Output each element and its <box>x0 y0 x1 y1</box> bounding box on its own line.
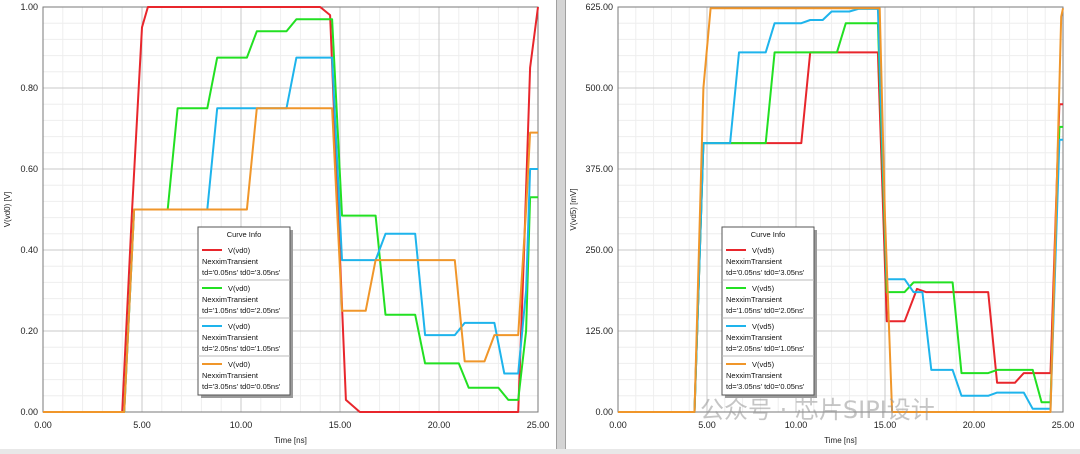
legend-series-params: td='0.05ns' td0='3.05ns' <box>726 268 805 277</box>
legend-series-name: V(vd0) <box>228 360 251 369</box>
legend-series-name: V(vd5) <box>752 360 775 369</box>
y-tick-label: 0.20 <box>20 326 38 336</box>
x-axis-label: Time [ns] <box>824 436 857 445</box>
y-tick-label: 0.00 <box>595 407 613 417</box>
panel-splitter[interactable] <box>556 0 566 449</box>
plot-panel-vd0: 0.00 5.00 10.00 15.00 20.00 25.00 0.00 0.20 0.40… <box>0 0 556 449</box>
x-tick-label: 10.00 <box>230 420 253 430</box>
x-tick-label: 20.00 <box>428 420 451 430</box>
legend-series-source: NexximTransient <box>726 333 783 342</box>
legend-series-name: V(vd0) <box>228 284 251 293</box>
legend-series-name: V(vd5) <box>752 284 775 293</box>
legend-series-name: V(vd5) <box>752 322 775 331</box>
chart-vd0[interactable]: 0.00 5.00 10.00 15.00 20.00 25.00 0.00 0.20 0.40… <box>0 0 556 449</box>
y-axis-label: V(vd5) [mV] <box>569 188 578 230</box>
x-tick-label: 0.00 <box>609 420 627 430</box>
legend-series-source: NexximTransient <box>726 257 783 266</box>
x-tick-label: 0.00 <box>34 420 52 430</box>
legend-title: Curve Info <box>751 230 786 239</box>
legend-series-source: NexximTransient <box>202 371 259 380</box>
y-tick-label: 125.00 <box>585 326 613 336</box>
y-tick-label: 500.00 <box>585 83 613 93</box>
series-line-4 <box>43 107 538 413</box>
watermark-text: 公众号 · 芯片SIPI设计 <box>700 396 935 424</box>
legend-series-params: td='2.05ns' td0='1.05ns' <box>726 344 805 353</box>
major-grid <box>617 6 1064 413</box>
y-tick-label: 375.00 <box>585 164 613 174</box>
chart-vd5[interactable]: 0.00 5.00 10.00 15.00 20.00 25.00 0.00 125.00 25… <box>566 0 1080 449</box>
legend-series-params: td='2.05ns' td0='1.05ns' <box>202 344 281 353</box>
legend-series-name: V(vd0) <box>228 246 251 255</box>
y-tick-label: 250.00 <box>585 245 613 255</box>
minor-grid <box>618 7 1063 412</box>
x-tick-label: 15.00 <box>329 420 352 430</box>
legend: Curve Info V(vd5) NexximTransient td='0.05n… <box>721 226 817 398</box>
x-tick-label: 5.00 <box>133 420 151 430</box>
y-tick-label: 1.00 <box>20 2 38 12</box>
legend-series-source: NexximTransient <box>726 295 783 304</box>
legend-series-source: NexximTransient <box>726 371 783 380</box>
legend-series-params: td='3.05ns' td0='0.05ns' <box>202 382 281 391</box>
series-group <box>618 7 1064 413</box>
legend: Curve Info V(vd0) NexximTransient td='0.05n… <box>197 226 293 398</box>
x-tick-label: 5.00 <box>698 420 716 430</box>
x-tick-label: 20.00 <box>963 420 986 430</box>
series-line-3 <box>618 7 1063 413</box>
series-line-1 <box>618 51 1063 413</box>
legend-series-source: NexximTransient <box>202 295 259 304</box>
y-tick-label: 0.00 <box>20 407 38 417</box>
plot-panel-vd5: 0.00 5.00 10.00 15.00 20.00 25.00 0.00 125.00 25… <box>566 0 1080 449</box>
x-tick-label: 25.00 <box>527 420 550 430</box>
legend-series-params: td='1.05ns' td0='2.05ns' <box>202 306 281 315</box>
y-tick-label: 0.60 <box>20 164 38 174</box>
x-tick-label: 10.00 <box>785 420 808 430</box>
x-tick-label: 15.00 <box>874 420 897 430</box>
series-line-2 <box>43 18 538 413</box>
legend-series-source: NexximTransient <box>202 257 259 266</box>
legend-series-name: V(vd5) <box>752 246 775 255</box>
series-line-4 <box>618 7 1064 413</box>
legend-series-source: NexximTransient <box>202 333 259 342</box>
legend-series-params: td='1.05ns' td0='2.05ns' <box>726 306 805 315</box>
legend-series-name: V(vd0) <box>228 322 251 331</box>
y-axis-label: V(vd0) [V] <box>3 192 12 228</box>
y-tick-label: 0.80 <box>20 83 38 93</box>
x-tick-label: 25.00 <box>1052 420 1075 430</box>
series-group <box>43 6 539 413</box>
plot-frame <box>617 6 1064 413</box>
series-line-3 <box>43 56 538 413</box>
x-axis-label: Time [ns] <box>274 436 307 445</box>
legend-box <box>197 226 291 396</box>
legend-series-params: td='3.05ns' td0='0.05ns' <box>726 382 805 391</box>
legend-title: Curve Info <box>227 230 262 239</box>
legend-box <box>721 226 815 396</box>
y-tick-label: 625.00 <box>585 2 613 12</box>
legend-series-params: td='0.05ns' td0='3.05ns' <box>202 268 281 277</box>
y-tick-label: 0.40 <box>20 245 38 255</box>
